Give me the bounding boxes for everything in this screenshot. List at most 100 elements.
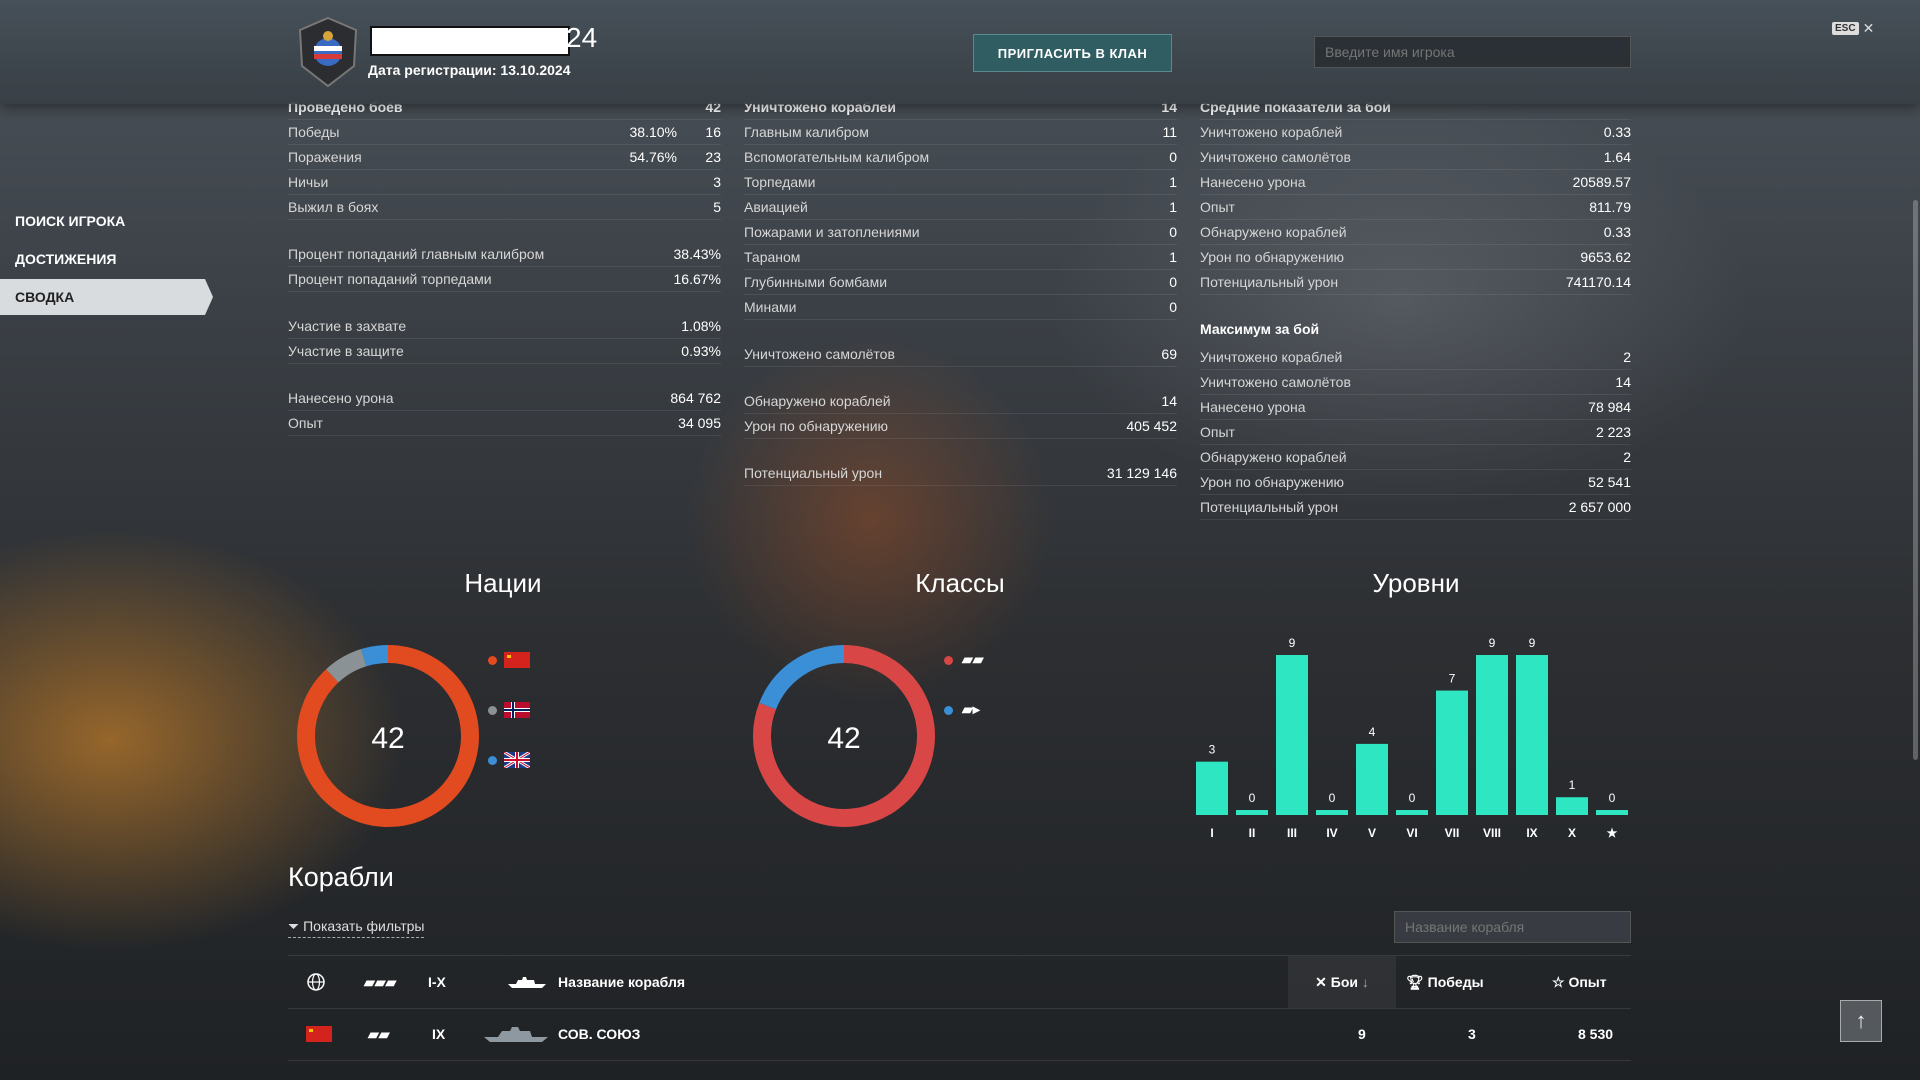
- tier-bar-X[interactable]: [1556, 797, 1588, 815]
- ship-name-column-header[interactable]: Название корабля: [558, 974, 686, 990]
- player-search-input[interactable]: [1314, 36, 1631, 68]
- stat-label: Нанесено урона: [1200, 399, 1306, 415]
- tier-bar-value-IX: 9: [1529, 636, 1536, 650]
- stat-row: Потенциальный урон 31 129 146: [744, 461, 1177, 486]
- stat-value: 16.67%: [673, 271, 721, 287]
- exp-column-header[interactable]: ☆ Опыт: [1552, 956, 1607, 1008]
- tier-tick-label-VI: VI: [1406, 826, 1417, 840]
- battleship-icon: ▰▰: [962, 651, 984, 667]
- tier-column-header[interactable]: I-X: [428, 974, 446, 990]
- battles-cross-icon: ✕: [1315, 973, 1331, 990]
- stat-label: Вспомогательным калибром: [744, 149, 930, 165]
- tier-bar-V[interactable]: [1356, 743, 1388, 815]
- nav-player-search[interactable]: ПОИСК ИГРОКА: [15, 213, 126, 229]
- invite-to-clan-button[interactable]: ПРИГЛАСИТЬ В КЛАН: [973, 34, 1172, 72]
- stat-value: 811.79: [1589, 199, 1631, 215]
- stat-row: Торпедами 1: [744, 170, 1177, 195]
- battles-column-header[interactable]: ✕ Бои ↓: [1288, 956, 1396, 1008]
- stat-row: Обнаружено кораблей 2: [1200, 445, 1631, 470]
- show-filters-link[interactable]: ⏷ Показать фильтры: [288, 918, 425, 938]
- tier-bar-value-I: 3: [1209, 743, 1216, 757]
- stat-value: 16: [705, 124, 721, 140]
- stat-value: 0: [1169, 274, 1177, 290]
- clan-emblem-icon: [298, 16, 358, 88]
- stat-label: Уничтожено кораблей: [1200, 124, 1343, 140]
- legend-dot-norway: [488, 706, 497, 715]
- tier-bar-II[interactable]: [1236, 810, 1268, 815]
- trophy-icon: 🏆︎: [1406, 973, 1428, 990]
- close-control[interactable]: ESC ✕: [1832, 20, 1874, 37]
- wins-column-header[interactable]: 🏆︎ Победы: [1406, 956, 1484, 1008]
- stat-row: Обнаружено кораблей 0.33: [1200, 220, 1631, 245]
- page-scrollbar[interactable]: [1913, 200, 1918, 760]
- stat-value: 1: [1169, 174, 1177, 190]
- ship-battles: 9: [1358, 1026, 1366, 1042]
- nav-achievements[interactable]: ДОСТИЖЕНИЯ: [15, 251, 117, 267]
- stat-value: 38.43%: [673, 246, 721, 262]
- stat-value: 5: [713, 199, 721, 215]
- stat-row: Уничтожено кораблей 2: [1200, 345, 1631, 370]
- stat-label: Главным калибром: [744, 124, 869, 140]
- stat-row: Обнаружено кораблей 14: [744, 389, 1177, 414]
- tier-bar-IX[interactable]: [1516, 655, 1548, 815]
- stat-value: 1.08%: [681, 318, 721, 334]
- stat-row: Участие в захвате 1.08%: [288, 314, 721, 339]
- stat-label: Уничтожено самолётов: [744, 346, 895, 362]
- stat-percent: 54.76%: [629, 149, 677, 165]
- stat-label: Участие в захвате: [288, 318, 407, 334]
- classes-slice-battleship[interactable]: [753, 645, 935, 827]
- stat-value: 3: [713, 174, 721, 190]
- stat-row: Главным калибром 11: [744, 120, 1177, 145]
- stat-label: Процент попаданий главным калибром: [288, 246, 545, 262]
- legend-dot-battleship: [944, 656, 953, 665]
- legend-dot-cruiser: [944, 706, 953, 715]
- tier-bar-VIII[interactable]: [1476, 655, 1508, 815]
- stat-row: Уничтожено самолётов 14: [1200, 370, 1631, 395]
- stat-row: Урон по обнаружению 52 541: [1200, 470, 1631, 495]
- tier-bar-IV[interactable]: [1316, 810, 1348, 815]
- tier-bar-VI[interactable]: [1396, 810, 1428, 815]
- nations-chart-title: Нации: [464, 568, 542, 598]
- nation-column-globe-icon[interactable]: [306, 956, 326, 1008]
- nations-slice-norway-flag[interactable]: [326, 649, 367, 683]
- sort-desc-icon: ↓: [1357, 974, 1369, 990]
- stat-label: Пожарами и затоплениями: [744, 224, 920, 240]
- ship-name-search-input[interactable]: [1394, 911, 1631, 943]
- tier-bar-I[interactable]: [1196, 761, 1228, 815]
- battles-label: Бои: [1330, 974, 1358, 990]
- stat-label: Уничтожено самолётов: [1200, 374, 1351, 390]
- ships-table-header: ▰▰▰ I-X Название корабля ✕ Бои ↓ 🏆︎ Побе…: [288, 955, 1631, 1009]
- stat-row: Нанесено урона 864 762: [288, 386, 721, 411]
- scroll-to-top-button[interactable]: ↑: [1840, 1000, 1882, 1042]
- class-column-icon[interactable]: ▰▰▰: [364, 973, 397, 990]
- stat-row: Процент попаданий главным калибром 38.43%: [288, 242, 721, 267]
- tier-bar-★[interactable]: [1596, 810, 1628, 815]
- nations-total-label: 42: [371, 722, 404, 755]
- stat-label: Потенциальный урон: [744, 465, 883, 481]
- tier-bar-value-VIII: 9: [1489, 636, 1496, 650]
- tiers-chart-title: Уровни: [1372, 568, 1460, 598]
- stat-value: 741170.14: [1565, 274, 1631, 290]
- stat-value: 20589.57: [1572, 174, 1631, 190]
- classes-slice-cruiser[interactable]: [759, 645, 845, 710]
- table-row[interactable]: ▰▰ IX СОВ. СОЮЗ 9 3 8 530: [288, 1008, 1631, 1061]
- close-icon[interactable]: ✕: [1862, 20, 1875, 36]
- stat-value: 14: [1615, 374, 1631, 390]
- stat-label: Участие в защите: [288, 343, 404, 359]
- stat-value: 34 095: [678, 415, 721, 431]
- stat-value: 405 452: [1126, 418, 1177, 434]
- nav-summary[interactable]: СВОДКА: [0, 279, 213, 315]
- ship-tier: IX: [432, 1026, 446, 1042]
- stat-value: 31 129 146: [1106, 465, 1177, 481]
- stat-row: Тараном 1: [744, 245, 1177, 270]
- tier-bar-value-★: 0: [1609, 791, 1616, 805]
- stat-row: Опыт 811.79: [1200, 195, 1631, 220]
- nations-slice-ussr-flag[interactable]: [297, 645, 479, 827]
- stat-row: Урон по обнаружению 405 452: [744, 414, 1177, 439]
- player-name-suffix: 24: [566, 22, 598, 53]
- stat-row: Поражения 54.76% 23: [288, 145, 721, 170]
- tier-bar-III[interactable]: [1276, 655, 1308, 815]
- tier-bar-VII[interactable]: [1436, 690, 1468, 815]
- stat-value: 2: [1623, 449, 1631, 465]
- nations-slice-uk-flag[interactable]: [361, 645, 389, 667]
